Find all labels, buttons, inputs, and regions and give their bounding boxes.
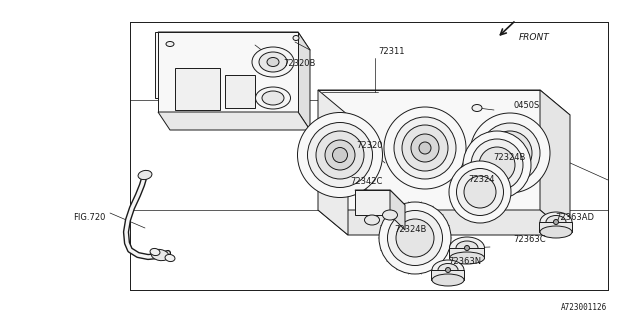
Ellipse shape — [445, 268, 451, 273]
Polygon shape — [175, 68, 220, 110]
Ellipse shape — [150, 248, 160, 256]
Ellipse shape — [402, 125, 448, 171]
Ellipse shape — [387, 211, 442, 266]
Ellipse shape — [252, 47, 294, 77]
Ellipse shape — [540, 212, 572, 232]
Ellipse shape — [267, 58, 279, 67]
Ellipse shape — [379, 202, 451, 274]
Ellipse shape — [472, 105, 482, 111]
Ellipse shape — [293, 36, 299, 41]
Text: 72363C: 72363C — [513, 235, 546, 244]
Ellipse shape — [166, 42, 174, 46]
Ellipse shape — [419, 142, 431, 154]
Ellipse shape — [546, 215, 566, 228]
Polygon shape — [318, 90, 540, 210]
Text: FIG.720: FIG.720 — [73, 213, 106, 222]
Polygon shape — [390, 190, 405, 230]
Ellipse shape — [259, 52, 287, 72]
Ellipse shape — [411, 134, 439, 162]
Polygon shape — [158, 32, 310, 50]
Ellipse shape — [471, 139, 523, 191]
Polygon shape — [225, 75, 255, 108]
Ellipse shape — [456, 241, 478, 255]
Ellipse shape — [262, 91, 284, 105]
Ellipse shape — [480, 123, 540, 183]
Ellipse shape — [488, 131, 532, 175]
Text: 72320: 72320 — [356, 141, 383, 150]
Polygon shape — [431, 270, 464, 280]
Polygon shape — [318, 90, 570, 115]
Text: 72363N: 72363N — [448, 258, 481, 267]
Text: 72324B: 72324B — [394, 226, 426, 235]
Text: 72342C: 72342C — [350, 178, 382, 187]
Text: A723001126: A723001126 — [561, 303, 607, 312]
Text: 72363AD: 72363AD — [555, 212, 594, 221]
Ellipse shape — [432, 274, 464, 286]
Text: 72311: 72311 — [378, 47, 404, 57]
Ellipse shape — [463, 131, 531, 199]
Ellipse shape — [396, 219, 434, 257]
Ellipse shape — [307, 123, 372, 188]
Ellipse shape — [479, 147, 515, 183]
Text: 72324: 72324 — [468, 175, 495, 185]
Ellipse shape — [554, 220, 559, 225]
Ellipse shape — [465, 245, 470, 251]
Ellipse shape — [449, 252, 484, 264]
Ellipse shape — [497, 140, 523, 166]
Polygon shape — [355, 190, 390, 215]
Polygon shape — [540, 90, 570, 235]
Ellipse shape — [383, 210, 397, 220]
Polygon shape — [318, 90, 348, 235]
Ellipse shape — [151, 249, 169, 260]
Polygon shape — [158, 112, 310, 130]
Ellipse shape — [165, 254, 175, 261]
Text: 72320B: 72320B — [283, 60, 316, 68]
Ellipse shape — [432, 260, 464, 280]
Text: 72324B: 72324B — [493, 153, 525, 162]
Ellipse shape — [255, 87, 291, 109]
Text: FRONT: FRONT — [519, 34, 550, 43]
Ellipse shape — [325, 140, 355, 170]
Ellipse shape — [449, 237, 484, 259]
Ellipse shape — [138, 171, 152, 180]
Polygon shape — [155, 32, 295, 98]
Ellipse shape — [394, 117, 456, 179]
Polygon shape — [318, 210, 570, 235]
Ellipse shape — [456, 169, 504, 215]
Text: 0450S: 0450S — [513, 101, 540, 110]
Polygon shape — [165, 35, 300, 95]
Ellipse shape — [470, 113, 550, 193]
Ellipse shape — [384, 107, 466, 189]
Polygon shape — [298, 32, 310, 130]
Ellipse shape — [540, 226, 572, 238]
Ellipse shape — [438, 263, 458, 276]
Ellipse shape — [333, 148, 348, 163]
Polygon shape — [449, 248, 484, 258]
Ellipse shape — [298, 113, 383, 197]
Polygon shape — [539, 222, 572, 232]
Polygon shape — [158, 32, 298, 112]
Ellipse shape — [365, 215, 380, 225]
Ellipse shape — [464, 176, 496, 208]
Ellipse shape — [449, 161, 511, 223]
Polygon shape — [355, 190, 405, 205]
Ellipse shape — [316, 131, 364, 179]
